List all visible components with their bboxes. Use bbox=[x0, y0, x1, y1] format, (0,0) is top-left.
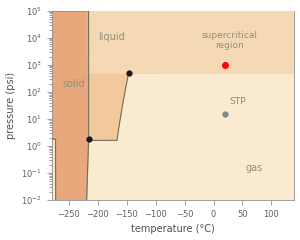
Text: liquid: liquid bbox=[98, 32, 124, 42]
Y-axis label: pressure (psi): pressure (psi) bbox=[6, 72, 16, 139]
Polygon shape bbox=[52, 11, 88, 227]
X-axis label: temperature (°C): temperature (°C) bbox=[131, 224, 215, 234]
Text: STP: STP bbox=[230, 97, 246, 106]
Text: gas: gas bbox=[245, 163, 262, 173]
Text: supercritical
region: supercritical region bbox=[202, 31, 258, 50]
Polygon shape bbox=[88, 11, 294, 73]
Text: solid: solid bbox=[62, 79, 85, 89]
Polygon shape bbox=[88, 11, 294, 140]
